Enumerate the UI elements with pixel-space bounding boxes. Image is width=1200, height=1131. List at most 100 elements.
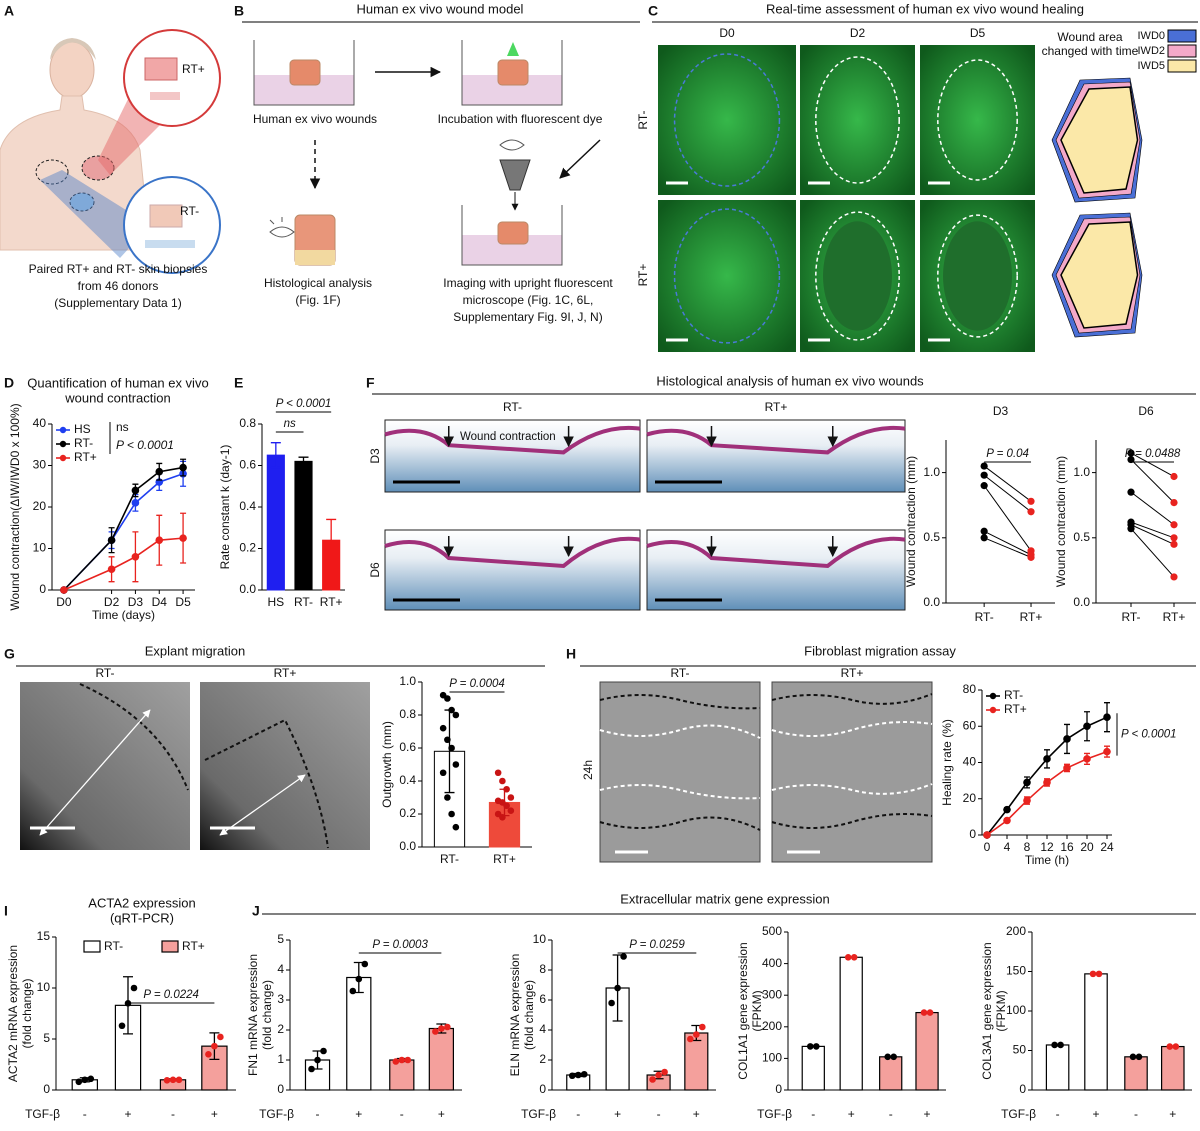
column-label: RT+ xyxy=(274,666,297,680)
p-value: P = 0.0488 xyxy=(1125,448,1181,460)
p-value: ns xyxy=(284,418,296,430)
y-tick-label: 50 xyxy=(1013,1043,1027,1057)
data-point xyxy=(155,536,164,544)
panel-label: F xyxy=(366,375,375,391)
y-axis-label: Wound contraction(ΔIW/IWD0 x 100%) xyxy=(8,403,22,610)
treatment-title: TGF-β xyxy=(521,1107,556,1121)
data-point xyxy=(1135,1053,1143,1061)
legend-marker xyxy=(989,706,997,714)
outgrowth-arrow xyxy=(39,709,151,836)
x-tick-label: RT+ xyxy=(1163,610,1186,624)
data-point xyxy=(404,1056,412,1064)
legend-label: IWD0 xyxy=(1138,30,1166,42)
y-tick-label: 0.5 xyxy=(923,530,940,544)
treatment-label: + xyxy=(438,1107,445,1121)
migration-front xyxy=(599,784,761,800)
outgrowth-arrow xyxy=(219,774,306,836)
data-point xyxy=(980,471,988,479)
y-tick-label: 4 xyxy=(277,962,284,976)
data-point xyxy=(60,586,68,594)
row-label: RT+ xyxy=(636,264,650,287)
migration-front xyxy=(771,721,933,737)
data-point xyxy=(169,1076,177,1084)
column-label: RT- xyxy=(95,666,114,680)
x-tick-label: 16 xyxy=(1060,840,1074,854)
data-point xyxy=(806,1043,814,1050)
x-tick-label: RT- xyxy=(294,595,313,609)
data-point xyxy=(568,1072,576,1080)
y-tick-label: 10 xyxy=(33,541,47,555)
data-point xyxy=(349,987,357,995)
data-point xyxy=(308,1065,315,1073)
y-tick-label: 0.0 xyxy=(1073,595,1090,609)
step-label: Incubation with fluorescent dye xyxy=(438,112,603,126)
panel-title: Real-time assessment of human ex vivo wo… xyxy=(766,1,1084,16)
y-tick-label: 0.0 xyxy=(399,839,416,853)
x-tick-label: D4 xyxy=(152,595,168,609)
x-tick-label: 0 xyxy=(984,840,991,854)
legend-swatch xyxy=(83,940,101,953)
error-bar xyxy=(270,442,281,469)
legend-swatch xyxy=(1167,29,1197,43)
bar xyxy=(879,1056,903,1091)
legend-marker xyxy=(59,454,67,462)
step-label: Histological analysis xyxy=(264,276,372,290)
data-point xyxy=(1127,449,1135,457)
data-point xyxy=(398,1056,406,1064)
pair-line xyxy=(1130,459,1175,503)
panel-label: J xyxy=(252,903,260,919)
y-tick-label: 0.8 xyxy=(399,707,416,721)
annotation: Wound contraction xyxy=(460,431,556,443)
pair-line xyxy=(983,465,1032,502)
wound-core xyxy=(943,221,1012,331)
y-tick-label: 20 xyxy=(963,791,977,805)
fluorescence-image xyxy=(658,45,796,195)
bar xyxy=(346,976,372,1091)
treatment-label: - xyxy=(1134,1107,1138,1121)
y-tick-label: 0.4 xyxy=(239,499,256,513)
bar xyxy=(915,1011,939,1091)
x-tick-label: RT- xyxy=(440,852,459,866)
y-axis-label: ELN mRNA expression xyxy=(508,954,522,1077)
data-point xyxy=(1166,1043,1174,1050)
data-point xyxy=(890,1053,897,1061)
x-tick-label: HS xyxy=(267,595,284,609)
data-point xyxy=(1127,525,1135,533)
bar xyxy=(1124,1056,1148,1091)
caption: Paired RT+ and RT- skin biopsies xyxy=(29,262,208,276)
y-tick-label: 100 xyxy=(1006,1003,1026,1017)
column-label: D0 xyxy=(719,26,735,40)
y-axis-label: (FPKM) xyxy=(750,990,764,1031)
y-tick-label: 0.6 xyxy=(399,740,416,754)
data-point xyxy=(850,953,858,961)
fluorescence-image xyxy=(800,45,915,195)
p-value: P < 0.0001 xyxy=(1121,728,1177,740)
row-label: RT- xyxy=(636,110,650,129)
y-tick-label: 0.6 xyxy=(239,458,256,472)
data-point xyxy=(926,1009,934,1016)
fluorescence-image xyxy=(920,45,1035,195)
x-tick-label: RT+ xyxy=(320,595,343,609)
step-label: Supplementary Fig. 9I, J, N) xyxy=(453,310,602,324)
data-point xyxy=(179,534,187,542)
epidermis xyxy=(646,536,906,569)
row-label: D6 xyxy=(368,562,382,578)
x-tick-label: 8 xyxy=(1024,840,1031,854)
data-point xyxy=(361,960,369,968)
y-tick-label: 60 xyxy=(963,718,977,732)
legend-swatch xyxy=(1167,44,1197,58)
y-tick-label: 5 xyxy=(277,932,284,946)
y-tick-label: 0.2 xyxy=(239,541,256,555)
bar xyxy=(389,1059,415,1091)
data-point xyxy=(439,769,447,777)
row-label: D3 xyxy=(368,448,382,464)
fluorescence-image xyxy=(658,200,796,352)
data-point xyxy=(1083,755,1091,763)
epidermis xyxy=(646,425,906,455)
data-point xyxy=(179,463,187,472)
y-tick-label: 0.4 xyxy=(399,773,416,787)
data-point xyxy=(1063,764,1071,772)
data-point xyxy=(614,984,621,992)
y-tick-label: 0 xyxy=(43,1082,50,1096)
bar xyxy=(428,1027,455,1091)
